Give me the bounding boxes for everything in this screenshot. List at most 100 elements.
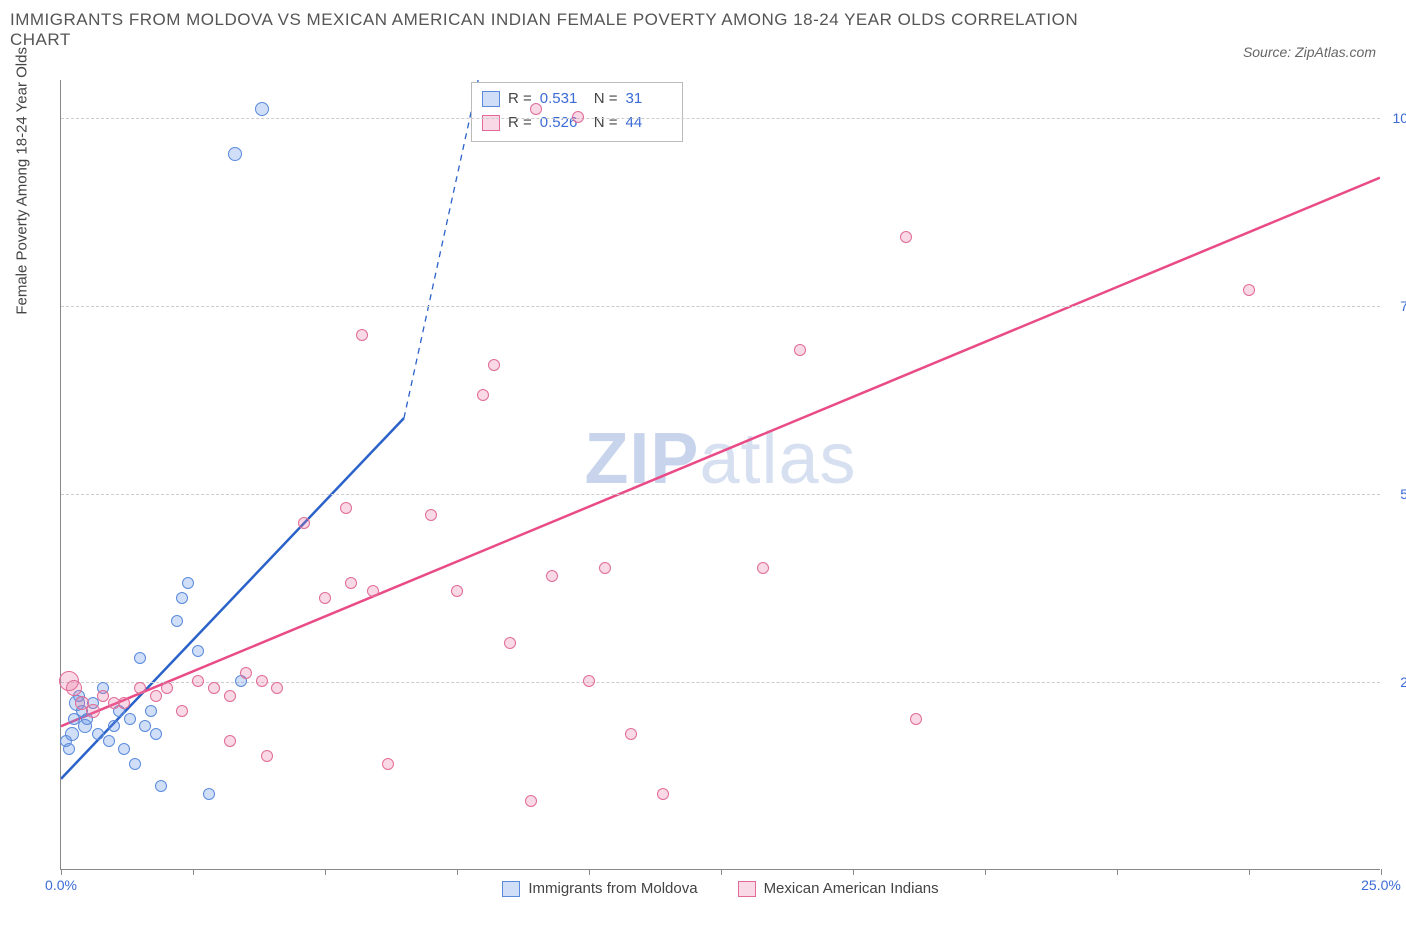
scatter-point [134, 652, 146, 664]
y-axis-title: Female Poverty Among 18-24 Year Olds [14, 47, 31, 315]
scatter-point [182, 577, 194, 589]
scatter-point [192, 645, 204, 657]
scatter-point [583, 675, 595, 687]
scatter-point [625, 728, 637, 740]
scatter-point [118, 697, 130, 709]
y-tick-label: 50.0% [1385, 486, 1406, 502]
r-label-2: R = [508, 111, 532, 135]
scatter-point [129, 758, 141, 770]
y-tick-label: 75.0% [1385, 298, 1406, 314]
n-value-1: 31 [626, 87, 672, 111]
scatter-point [86, 704, 100, 718]
scatter-point [176, 705, 188, 717]
scatter-point [150, 690, 162, 702]
x-tick [61, 869, 62, 875]
scatter-point [208, 682, 220, 694]
scatter-point [345, 577, 357, 589]
scatter-point [108, 720, 120, 732]
scatter-point [525, 795, 537, 807]
scatter-point [155, 780, 167, 792]
swatch-icon [738, 881, 756, 897]
scatter-point [224, 690, 236, 702]
scatter-point [150, 728, 162, 740]
legend-label-1: Immigrants from Moldova [528, 880, 697, 897]
trend-lines-svg [61, 80, 1380, 869]
x-tick [853, 869, 854, 875]
scatter-point [171, 615, 183, 627]
scatter-point [488, 359, 500, 371]
legend-item-1: Immigrants from Moldova [502, 880, 697, 897]
plot-area: ZIPatlas R = 0.531 N = 31 R = 0.526 N = … [60, 80, 1380, 870]
scatter-point [530, 103, 542, 115]
chart-container: IMMIGRANTS FROM MOLDOVA VS MEXICAN AMERI… [10, 10, 1396, 920]
scatter-point [134, 682, 146, 694]
scatter-point [176, 592, 188, 604]
x-tick [589, 869, 590, 875]
swatch-series1 [482, 91, 500, 107]
scatter-point [657, 788, 669, 800]
n-value-2: 44 [626, 111, 672, 135]
x-tick [193, 869, 194, 875]
y-tick-label: 100.0% [1385, 110, 1406, 126]
scatter-point [340, 502, 352, 514]
stats-row-1: R = 0.531 N = 31 [482, 87, 672, 111]
grid-line [61, 494, 1380, 495]
scatter-point [192, 675, 204, 687]
scatter-point [367, 585, 379, 597]
scatter-point [65, 727, 79, 741]
scatter-point [256, 675, 268, 687]
scatter-point [124, 713, 136, 725]
scatter-point [451, 585, 463, 597]
scatter-point [255, 102, 269, 116]
x-tick [457, 869, 458, 875]
scatter-point [63, 743, 75, 755]
x-tick [721, 869, 722, 875]
chart-title: IMMIGRANTS FROM MOLDOVA VS MEXICAN AMERI… [10, 10, 1396, 50]
title-line1: IMMIGRANTS FROM MOLDOVA VS MEXICAN AMERI… [10, 10, 1078, 29]
r-label-1: R = [508, 87, 532, 111]
scatter-point [757, 562, 769, 574]
grid-line [61, 306, 1380, 307]
scatter-point [572, 111, 584, 123]
scatter-point [261, 750, 273, 762]
x-tick [1117, 869, 1118, 875]
scatter-point [118, 743, 130, 755]
scatter-point [240, 667, 252, 679]
x-tick [1249, 869, 1250, 875]
source-label: Source: ZipAtlas.com [1243, 44, 1376, 60]
swatch-icon [502, 881, 520, 897]
x-tick-label: 25.0% [1361, 877, 1401, 893]
scatter-point [66, 680, 82, 696]
scatter-point [224, 735, 236, 747]
scatter-point [145, 705, 157, 717]
x-tick [985, 869, 986, 875]
watermark-atlas: atlas [699, 419, 856, 499]
scatter-point [382, 758, 394, 770]
scatter-point [599, 562, 611, 574]
grid-line [61, 118, 1380, 119]
scatter-point [910, 713, 922, 725]
scatter-point [298, 517, 310, 529]
y-tick-label: 25.0% [1385, 674, 1406, 690]
x-tick-label: 0.0% [45, 877, 77, 893]
bottom-legend: Immigrants from Moldova Mexican American… [61, 880, 1380, 897]
scatter-point [504, 637, 516, 649]
n-label-1: N = [594, 87, 618, 111]
watermark: ZIPatlas [584, 418, 856, 500]
x-tick [1381, 869, 1382, 875]
scatter-point [546, 570, 558, 582]
legend-item-2: Mexican American Indians [738, 880, 939, 897]
r-value-1: 0.531 [540, 87, 586, 111]
scatter-point [319, 592, 331, 604]
n-label-2: N = [594, 111, 618, 135]
scatter-point [477, 389, 489, 401]
scatter-point [794, 344, 806, 356]
scatter-point [103, 735, 115, 747]
x-tick [325, 869, 326, 875]
scatter-point [1243, 284, 1255, 296]
scatter-point [228, 147, 242, 161]
scatter-point [425, 509, 437, 521]
scatter-point [271, 682, 283, 694]
scatter-point [203, 788, 215, 800]
watermark-zip: ZIP [584, 419, 699, 499]
